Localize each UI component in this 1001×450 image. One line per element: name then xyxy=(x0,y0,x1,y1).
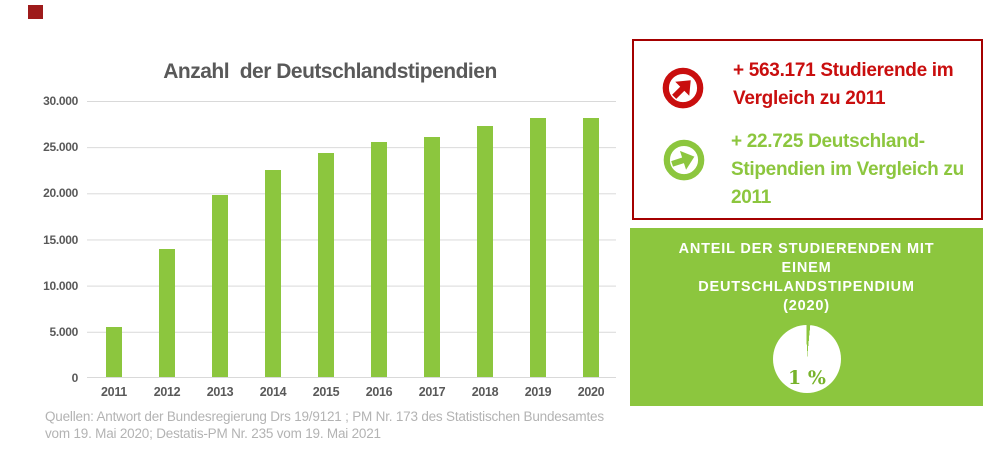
x-tick-label: 2011 xyxy=(101,385,127,399)
text-line: (2020) xyxy=(783,298,830,314)
y-tick-label: 5.000 xyxy=(49,324,78,339)
bar-2014 xyxy=(265,169,281,377)
x-tick-label: 2019 xyxy=(524,385,552,399)
x-tick-label: 2017 xyxy=(418,385,446,399)
x-axis-labels: 2011 2012 2013 2014 2015 2016 2017 2018 2019 2020 xyxy=(87,385,616,401)
source-line: Quellen: Antwort der Bundesregierung Drs… xyxy=(45,409,604,424)
bar-2019 xyxy=(530,117,546,377)
y-tick-label: 20.000 xyxy=(43,186,78,201)
text-line: 2011 xyxy=(731,187,772,208)
share-box: ANTEIL DER STUDIERENDEN MIT EINEM DEUTSC… xyxy=(630,228,983,406)
text-line: + 563.171 Studierende im xyxy=(733,60,954,81)
source-line: vom 19. Mai 2020; Destatis-PM Nr. 235 vo… xyxy=(45,425,381,441)
share-box-title: ANTEIL DER STUDIERENDEN MIT EINEM DEUTSC… xyxy=(630,228,983,316)
pie-value-label: 1 % xyxy=(788,367,826,389)
text-line: Stipendien im Vergleich zu xyxy=(731,159,964,180)
bar-2018 xyxy=(477,126,493,377)
y-tick-label: 0 xyxy=(71,371,79,385)
source-note: Quellen: Antwort der Bundesregierung Drs… xyxy=(45,409,604,442)
x-tick-label: 2014 xyxy=(259,385,287,399)
y-axis-labels: 0 5.000 10.000 15.000 20.000 25.000 30.000 xyxy=(38,94,78,385)
bar-2016 xyxy=(371,141,387,377)
chart-title: Anzahl der Deutschlandstipendien xyxy=(163,60,497,83)
bar-2012 xyxy=(159,248,175,377)
bar-2011 xyxy=(106,327,122,377)
y-tick-label: 30.000 xyxy=(43,94,78,108)
bar-2017 xyxy=(424,137,440,377)
text-line: DEUTSCHLANDSTIPENDIUM xyxy=(698,279,915,295)
text-line: Vergleich zu 2011 xyxy=(733,88,886,109)
bar-2020 xyxy=(583,117,599,377)
text-line: EINEM xyxy=(781,260,832,276)
y-tick-label: 10.000 xyxy=(43,278,78,293)
info-box: + 563.171 Studierende im Vergleich zu 20… xyxy=(632,39,983,220)
pie-chart: 1 % xyxy=(773,325,841,393)
x-tick-label: 2018 xyxy=(471,385,499,399)
arrow-right-circle-icon xyxy=(663,139,705,181)
info-item-students: + 563.171 Studierende im Vergleich zu 20… xyxy=(733,57,954,113)
corner-marker xyxy=(28,5,43,19)
x-tick-label: 2012 xyxy=(153,385,181,399)
x-tick-label: 2013 xyxy=(206,385,234,399)
bar-2013 xyxy=(212,195,228,377)
y-tick-label: 25.000 xyxy=(43,140,78,155)
text-line: + 22.725 Deutschland- xyxy=(731,131,925,152)
info-item-stipends: + 22.725 Deutschland- Stipendien im Verg… xyxy=(731,128,964,212)
bar-2015 xyxy=(318,152,334,377)
arrow-up-right-circle-icon xyxy=(662,67,704,109)
bar-plot xyxy=(87,101,616,378)
text-line: ANTEIL DER STUDIERENDEN MIT xyxy=(678,241,935,257)
x-tick-label: 2020 xyxy=(577,385,605,399)
x-tick-label: 2015 xyxy=(312,385,340,399)
y-tick-label: 15.000 xyxy=(43,232,78,247)
x-tick-label: 2016 xyxy=(365,385,393,399)
